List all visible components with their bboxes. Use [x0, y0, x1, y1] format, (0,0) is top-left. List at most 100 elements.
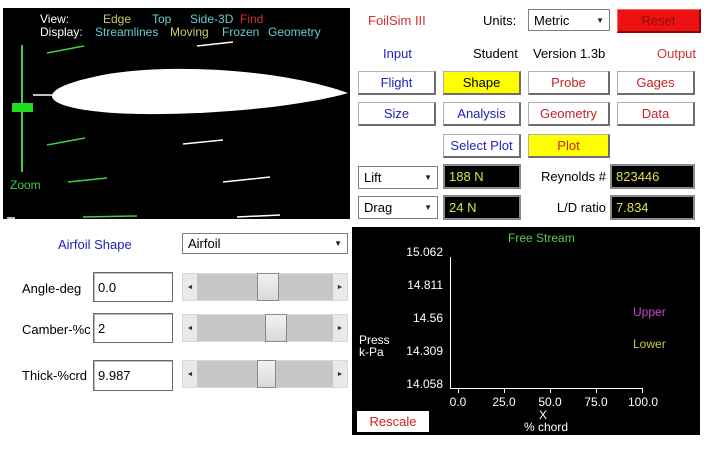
view-menu-label: View:	[40, 12, 70, 26]
x-axis-tick	[642, 388, 643, 393]
display-option-geometry[interactable]: Geometry	[268, 25, 321, 39]
lift-value-display: 188 N	[443, 164, 521, 189]
output-section-label: Output	[657, 46, 697, 61]
ld-ratio-label: L/D ratio	[556, 200, 606, 215]
slider-left-arrow-icon[interactable]: ◄	[183, 315, 197, 341]
view-option-side3d[interactable]: Side-3D	[190, 12, 234, 26]
y-tick-label: 14.56	[412, 311, 443, 325]
reynolds-label: Reynolds #	[540, 169, 606, 184]
reynolds-value-display: 823446	[610, 164, 695, 189]
view-option-edge[interactable]: Edge	[103, 12, 132, 26]
camber-input[interactable]	[93, 313, 173, 343]
slider-right-arrow-icon[interactable]: ►	[333, 315, 347, 341]
pressure-plot-panel: Free Stream 15.062 14.811 14.56 14.309 1…	[352, 227, 700, 435]
zoom-slider-label: Zoom	[10, 178, 41, 192]
airfoil-shape	[52, 68, 348, 115]
ld-ratio-value-display: 7.834	[610, 195, 695, 220]
flight-button[interactable]: Flight	[358, 71, 436, 95]
y-axis-title-line2: k-Pa	[359, 345, 384, 359]
streamline-dash	[236, 214, 281, 218]
y-tick-label: 14.811	[407, 278, 443, 292]
select-plot-button[interactable]: Select Plot	[443, 134, 521, 158]
y-tick-label: 15.062	[406, 245, 443, 259]
camber-slider-thumb[interactable]	[265, 314, 287, 342]
y-axis-line	[450, 257, 451, 389]
chevron-down-icon: ▼	[596, 15, 604, 25]
student-label: Student	[473, 46, 518, 61]
streamline-dash	[182, 139, 224, 145]
chevron-down-icon: ▼	[424, 173, 432, 182]
rescale-button[interactable]: Rescale	[357, 411, 429, 432]
geometry-button[interactable]: Geometry	[528, 102, 610, 126]
reset-button[interactable]: Reset	[617, 9, 701, 33]
display-option-streamlines[interactable]: Streamlines	[95, 25, 159, 39]
thickness-slider-thumb[interactable]	[257, 360, 276, 388]
shape-button[interactable]: Shape	[443, 71, 521, 95]
streamline-dash	[196, 41, 234, 47]
airfoil-drawing	[7, 41, 348, 219]
view-option-top[interactable]: Top	[152, 12, 172, 26]
y-tick-label: 14.058	[406, 377, 443, 391]
display-option-frozen[interactable]: Frozen	[222, 25, 260, 39]
display-option-moving[interactable]: Moving	[170, 25, 209, 39]
airfoil-shape-title: Airfoil Shape	[58, 237, 132, 252]
drag-select-value: Drag	[364, 200, 393, 215]
units-label: Units:	[483, 13, 517, 28]
analysis-button[interactable]: Analysis	[443, 102, 521, 126]
x-axis-tick	[550, 388, 551, 393]
x-axis-tick	[504, 388, 505, 393]
chevron-down-icon: ▼	[334, 239, 342, 248]
zoom-slider-thumb[interactable]	[12, 103, 33, 112]
angle-slider[interactable]: ◄ ►	[182, 273, 348, 301]
angle-input[interactable]	[93, 272, 173, 302]
x-axis-tick	[596, 388, 597, 393]
view-option-find[interactable]: Find	[240, 12, 264, 26]
size-button[interactable]: Size	[358, 102, 436, 126]
units-select[interactable]: Metric ▼	[528, 9, 610, 31]
probe-button[interactable]: Probe	[528, 71, 610, 95]
thickness-input[interactable]	[93, 360, 173, 391]
plot-button[interactable]: Plot	[528, 134, 610, 158]
lift-select[interactable]: Lift ▼	[358, 166, 438, 189]
version-label: Version 1.3b	[533, 46, 606, 61]
x-tick-label: 100.0	[627, 395, 659, 409]
gages-button[interactable]: Gages	[617, 71, 695, 95]
slider-right-arrow-icon[interactable]: ►	[333, 361, 347, 387]
streamline-dash	[82, 215, 138, 218]
thickness-slider[interactable]: ◄ ►	[182, 360, 348, 388]
angle-slider-thumb[interactable]	[257, 273, 279, 301]
airfoil-shape-select-value: Airfoil	[188, 236, 221, 251]
slider-left-arrow-icon[interactable]: ◄	[183, 274, 197, 300]
plot-title: Free Stream	[508, 231, 575, 245]
drag-value-display: 24 N	[443, 195, 521, 220]
drag-select[interactable]: Drag ▼	[358, 196, 438, 219]
streamline-dash	[222, 176, 271, 183]
x-tick-label: 0.0	[449, 395, 467, 409]
camber-slider[interactable]: ◄ ►	[182, 314, 348, 342]
angle-label: Angle-deg	[22, 281, 82, 296]
x-axis-line	[450, 388, 643, 389]
streamline-dash	[46, 137, 86, 146]
display-menu-label: Display:	[40, 25, 83, 39]
streamline-dash	[46, 45, 85, 54]
airfoil-shape-select[interactable]: Airfoil ▼	[182, 233, 348, 254]
y-axis-title-line1: Press	[359, 333, 390, 347]
slider-right-arrow-icon[interactable]: ►	[333, 274, 347, 300]
chevron-down-icon: ▼	[424, 203, 432, 212]
airfoil-view-panel: View: Edge Top Side-3D Find Display: Str…	[3, 8, 350, 219]
data-button[interactable]: Data	[617, 102, 695, 126]
slider-left-arrow-icon[interactable]: ◄	[183, 361, 197, 387]
y-tick-label: 14.309	[406, 344, 443, 358]
x-tick-label: 25.0	[492, 395, 516, 409]
lift-select-value: Lift	[364, 170, 382, 185]
input-section-label: Input	[383, 46, 412, 61]
x-axis-title-line1: X	[539, 408, 548, 422]
camber-label: Camber-%c	[22, 322, 91, 337]
legend-upper: Upper	[633, 305, 666, 319]
streamline-dash	[67, 177, 108, 183]
x-tick-label: 75.0	[584, 395, 608, 409]
units-select-value: Metric	[534, 12, 570, 28]
legend-lower: Lower	[633, 337, 666, 351]
x-axis-tick	[458, 388, 459, 393]
x-axis-title-line2: % chord	[524, 420, 569, 434]
